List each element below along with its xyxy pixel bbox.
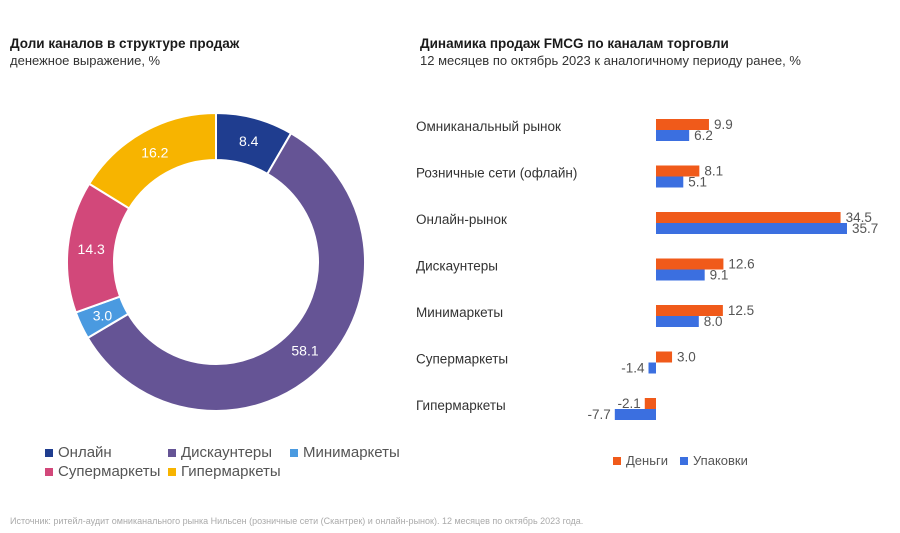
bar-label-money-supermarkets: 3.0: [677, 350, 696, 365]
bar-chart-subtitle: 12 месяцев по октябрь 2023 к аналогичном…: [420, 53, 801, 68]
bar-money-omnichannel: [656, 119, 709, 130]
category-label-retail-offline: Розничные сети (офлайн): [416, 166, 577, 181]
bar-label-money-hypermarkets: -2.1: [617, 396, 640, 411]
bar-money-retail-offline: [656, 165, 700, 177]
donut-legend-item-hypermarkets: Гипермаркеты: [168, 463, 281, 480]
legend-swatch: [45, 448, 53, 457]
donut-label-minimarkets: 3.0: [93, 307, 113, 323]
legend-swatch: [613, 456, 621, 465]
bar-money-online-market: [656, 212, 841, 223]
bar-label-packs-omnichannel: 6.2: [694, 128, 713, 143]
source-note: Источник: ритейл-аудит омниканального ры…: [10, 516, 584, 526]
donut-chart: 8.4 58.1 3.0 14.3 16.2: [66, 111, 366, 412]
bar-chart-title: Динамика продаж FMCG по каналам торговли: [420, 36, 729, 51]
category-label-supermarkets: Супермаркеты: [416, 352, 508, 367]
bar-label-money-omnichannel: 9.9: [714, 117, 733, 132]
bar-label-money-minimarkets: 12.5: [728, 303, 754, 318]
legend-swatch: [168, 467, 176, 476]
bar-label-packs-minimarkets: 8.0: [704, 314, 723, 329]
bar-label-packs-retail-offline: 5.1: [688, 175, 707, 190]
legend-label: Упаковки: [693, 453, 748, 468]
legend-swatch: [168, 448, 176, 457]
bar-packs-discounters: [656, 269, 705, 281]
donut-label-hypermarkets: 16.2: [141, 144, 168, 160]
bar-label-packs-hypermarkets: -7.7: [588, 407, 611, 422]
legend-swatch: [680, 456, 688, 465]
bar-packs-retail-offline: [656, 176, 684, 188]
bar-label-packs-supermarkets: -1.4: [621, 361, 645, 376]
donut-legend-item-online: Онлайн: [45, 444, 112, 461]
bar-label-money-discounters: 12.6: [728, 257, 754, 272]
category-label-online-market: Онлайн-рынок: [416, 212, 507, 227]
legend-label: Деньги: [626, 453, 668, 468]
bar-packs-supermarkets: [648, 362, 656, 374]
donut-chart-subtitle: денежное выражение, %: [10, 53, 161, 68]
bar-packs-hypermarkets: [614, 409, 656, 420]
legend-label: Онлайн: [58, 444, 112, 461]
donut-label-discounters: 58.1: [291, 342, 318, 358]
donut-label-online: 8.4: [239, 133, 259, 149]
bar-label-money-online-market: 34.5: [846, 210, 872, 225]
category-label-hypermarkets: Гипермаркеты: [416, 398, 506, 413]
legend-label: Супермаркеты: [58, 463, 161, 480]
donut-label-supermarkets: 14.3: [78, 241, 105, 257]
donut-legend-item-supermarkets: Супермаркеты: [45, 463, 160, 480]
legend-label: Гипермаркеты: [181, 463, 281, 480]
legend-swatch: [45, 467, 53, 476]
category-label-discounters: Дискаунтеры: [416, 259, 498, 274]
bar-money-supermarkets: [656, 351, 673, 363]
donut-slice-discounters: [86, 131, 366, 412]
bar-legend-item-packs: Упаковки: [680, 453, 748, 468]
bar-label-packs-online-market: 35.7: [852, 221, 878, 236]
donut-chart-title: Доли каналов в структуре продаж: [10, 36, 240, 51]
legend-label: Минимаркеты: [303, 444, 400, 461]
bar-packs-omnichannel: [656, 130, 690, 141]
bar-money-minimarkets: [656, 305, 723, 316]
legend-swatch: [290, 448, 298, 457]
bar-packs-online-market: [656, 223, 847, 234]
donut-legend-item-discounters: Дискаунтеры: [168, 444, 272, 461]
bar-label-packs-discounters: 9.1: [710, 268, 729, 283]
bar-packs-minimarkets: [656, 316, 699, 327]
bar-legend-item-money: Деньги: [613, 453, 668, 468]
bar-money-hypermarkets: [644, 398, 656, 409]
legend-label: Дискаунтеры: [181, 444, 273, 461]
donut-legend-item-minimarkets: Минимаркеты: [290, 444, 400, 461]
category-label-minimarkets: Минимаркеты: [416, 305, 503, 320]
bar-label-money-retail-offline: 8.1: [704, 164, 723, 179]
category-label-omnichannel: Омниканальный рынок: [416, 119, 561, 134]
bar-money-discounters: [656, 258, 724, 270]
donut-slice-hypermarkets: [87, 111, 217, 210]
